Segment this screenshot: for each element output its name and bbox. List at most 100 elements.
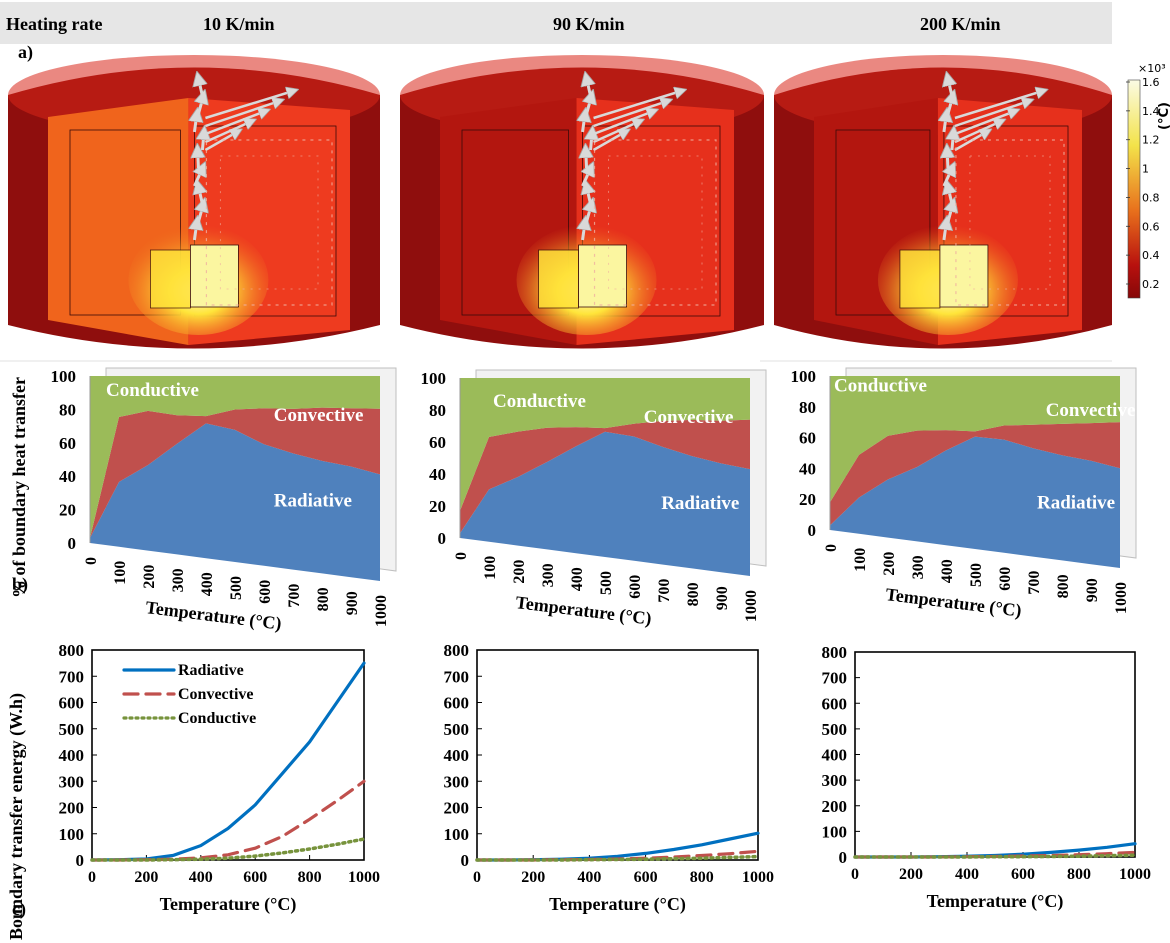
series-line-convective (90, 779, 366, 862)
circulation-path (608, 155, 703, 290)
velocity-arrow (954, 110, 1018, 136)
sim-render (774, 55, 1112, 349)
series-label-radiative: Radiative (274, 490, 352, 511)
x-tick-label: 900 (344, 591, 361, 615)
inner-boundary-left (69, 129, 181, 316)
y-tick-label: 500 (444, 720, 470, 739)
velocity-arrow (194, 164, 204, 187)
colorbar-tick-label: 0.6 (1142, 220, 1160, 233)
x-tick-label: 300 (170, 568, 187, 592)
line-ylabel: Boundary transfer energy (W.h) (6, 693, 27, 940)
x-tick-label: 200 (521, 869, 545, 886)
x-tick-label: 200 (881, 552, 898, 576)
x-tick-label: 400 (577, 869, 601, 886)
x-tick-label: 300 (910, 555, 927, 579)
x-tick-label: 400 (569, 567, 586, 591)
x-tick-label: 600 (257, 580, 274, 604)
y-tick-label: 400 (444, 746, 470, 765)
velocity-arrow (586, 182, 591, 205)
line-chart-2: 0 100 200 300 400 500 600 700 800 0 200 400 600 800 10… (444, 641, 775, 915)
y-tick-label: 300 (59, 772, 85, 791)
header-band (0, 2, 1112, 44)
colorbar-tick-label: 1 (1142, 163, 1149, 176)
circulation-path (593, 139, 717, 306)
y-tick-label: 100 (791, 367, 817, 386)
sample-block-left (538, 249, 579, 309)
area-conductive (830, 376, 1120, 503)
x-tick-label: 800 (315, 587, 332, 611)
velocity-arrow (583, 218, 586, 241)
y-tick-label: 700 (444, 667, 470, 686)
header-label: Heating rate (6, 14, 102, 34)
x-tick-label: 400 (955, 866, 979, 883)
series-label-conductive: Conductive (493, 391, 586, 412)
x-tick-label: 0 (823, 544, 840, 552)
area-convective (460, 419, 750, 534)
x-tick-label: 700 (656, 579, 673, 603)
y-tick-label: 100 (59, 825, 85, 844)
inner-boundary-left (835, 129, 931, 316)
sample-block-right (939, 244, 989, 308)
x-tick-label: 100 (112, 561, 129, 585)
y-tick-label: 800 (59, 641, 85, 660)
velocity-arrow (944, 164, 954, 187)
velocity-arrow (204, 110, 268, 136)
sim-render (400, 55, 764, 349)
area-radiative (460, 431, 750, 576)
x-tick-label: 0 (851, 866, 859, 883)
y-tick-label: 100 (822, 822, 848, 841)
colorbar-unit: (°C) (1157, 102, 1170, 130)
x-tick-label: 0 (88, 869, 96, 886)
velocity-arrow (591, 128, 593, 151)
area-conductive (460, 378, 750, 511)
plot-frame (854, 651, 1136, 858)
x-tick-label: 1000 (743, 590, 760, 622)
x-tick-label: 600 (634, 869, 658, 886)
x-tick-label: 700 (1026, 571, 1043, 595)
x-tick-label: 200 (511, 560, 528, 584)
x-axis-title: Temperature (°C) (549, 894, 686, 915)
y-tick-label: 60 (799, 429, 816, 448)
y-tick-label: 80 (429, 401, 446, 420)
velocity-arrow (205, 100, 282, 128)
y-tick-label: 40 (799, 459, 816, 478)
y-tick-label: 20 (59, 501, 76, 520)
x-tick-label: 1000 (742, 869, 774, 886)
x-tick-label: 400 (189, 869, 213, 886)
x-tick-label: 1000 (1113, 582, 1130, 614)
x-tick-label: 600 (627, 575, 644, 599)
x-tick-label: 800 (1055, 574, 1072, 598)
x-tick-label: 300 (540, 563, 557, 587)
plot-frame (476, 649, 759, 861)
y-tick-label: 0 (76, 851, 85, 870)
x-tick-label: 200 (141, 565, 158, 589)
y-tick-label: 500 (59, 720, 85, 739)
header-rate-1: 10 K/min (203, 14, 275, 34)
panel-label-b: b) (12, 574, 28, 595)
y-tick-label: 0 (68, 534, 77, 553)
y-tick-label: 0 (808, 521, 817, 540)
x-tick-label: 400 (199, 572, 216, 596)
series-label-conductive: Conductive (834, 375, 927, 396)
colorbar-multiplier: ×10³ (1138, 62, 1166, 75)
y-tick-label: 300 (822, 771, 848, 790)
velocity-arrow (194, 110, 197, 133)
line-chart-1: 0 100 200 300 400 500 600 700 800 0 200 400 600 800 10… (59, 641, 381, 915)
x-tick-label: 1000 (348, 869, 380, 886)
legend-label-radiative: Radiative (178, 662, 244, 679)
area-convective (830, 422, 1120, 526)
velocity-arrow (954, 100, 1032, 128)
sample-block-right (190, 244, 239, 308)
y-tick-label: 80 (799, 398, 816, 417)
series-line-conductive (853, 853, 1137, 859)
y-tick-label: 400 (822, 746, 848, 765)
y-tick-label: 100 (421, 369, 447, 388)
y-tick-label: 80 (59, 400, 76, 419)
sample-block-right (578, 244, 627, 308)
x-tick-label: 600 (1011, 866, 1035, 883)
area-convective (90, 407, 380, 538)
velocity-arrow (204, 120, 254, 144)
x-tick-label: 500 (228, 576, 245, 600)
